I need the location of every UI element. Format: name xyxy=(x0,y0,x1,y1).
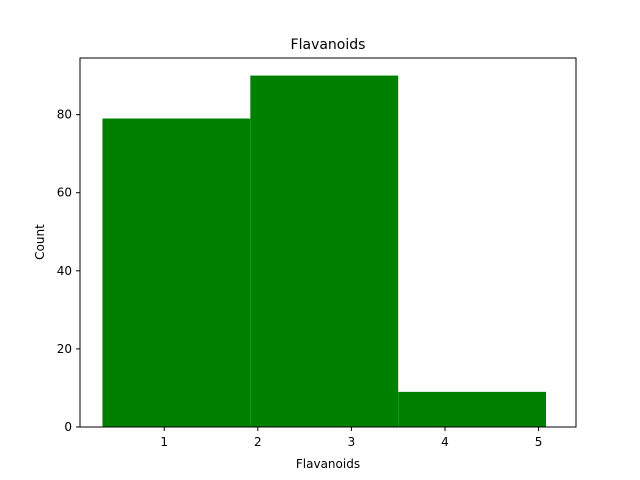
x-tick-label: 1 xyxy=(160,435,168,449)
x-axis-label: Flavanoids xyxy=(296,457,360,471)
y-tick-label: 20 xyxy=(57,342,72,356)
chart-title: Flavanoids xyxy=(291,37,366,53)
y-axis-label: Count xyxy=(33,224,47,260)
x-tick-label: 5 xyxy=(535,435,543,449)
y-tick-label: 80 xyxy=(57,108,72,122)
y-tick-label: 40 xyxy=(57,264,72,278)
y-tick-label: 60 xyxy=(57,186,72,200)
x-tick-label: 3 xyxy=(348,435,356,449)
histogram-bar-3 xyxy=(398,391,547,427)
x-tick-label: 4 xyxy=(441,435,449,449)
y-axis-ticks: 0 20 40 60 80 xyxy=(57,108,80,434)
x-tick-label: 2 xyxy=(254,435,262,449)
x-axis-ticks: 1 2 3 4 5 xyxy=(160,427,542,449)
histogram-bar-2 xyxy=(250,75,399,428)
histogram-bar-1 xyxy=(102,118,251,428)
y-tick-label: 0 xyxy=(64,420,72,434)
bars-group xyxy=(102,75,547,428)
plot-frame xyxy=(79,57,577,428)
